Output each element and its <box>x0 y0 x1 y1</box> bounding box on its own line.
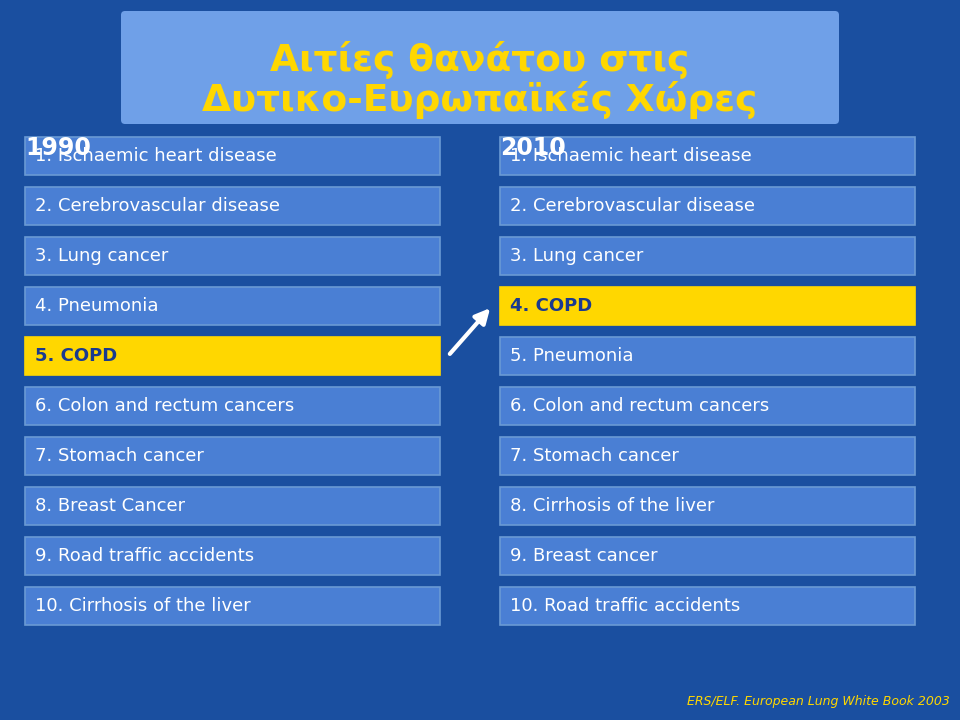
Text: 10. Cirrhosis of the liver: 10. Cirrhosis of the liver <box>35 597 251 615</box>
Text: 2. Cerebrovascular disease: 2. Cerebrovascular disease <box>510 197 755 215</box>
Text: 2010: 2010 <box>500 136 565 160</box>
FancyBboxPatch shape <box>25 587 440 625</box>
FancyBboxPatch shape <box>500 337 915 375</box>
Text: 5. Pneumonia: 5. Pneumonia <box>510 347 634 365</box>
FancyBboxPatch shape <box>500 187 915 225</box>
Text: 2. Cerebrovascular disease: 2. Cerebrovascular disease <box>35 197 280 215</box>
FancyBboxPatch shape <box>25 337 440 375</box>
Text: 9. Road traffic accidents: 9. Road traffic accidents <box>35 547 254 565</box>
Text: ERS/ELF. European Lung White Book 2003: ERS/ELF. European Lung White Book 2003 <box>687 695 950 708</box>
FancyBboxPatch shape <box>500 137 915 175</box>
FancyBboxPatch shape <box>25 487 440 525</box>
FancyBboxPatch shape <box>500 287 915 325</box>
Text: 7. Stomach cancer: 7. Stomach cancer <box>35 447 204 465</box>
FancyBboxPatch shape <box>25 387 440 425</box>
Text: 6. Colon and rectum cancers: 6. Colon and rectum cancers <box>35 397 295 415</box>
Text: 4. COPD: 4. COPD <box>510 297 592 315</box>
FancyBboxPatch shape <box>500 437 915 475</box>
FancyBboxPatch shape <box>25 437 440 475</box>
Text: 4. Pneumonia: 4. Pneumonia <box>35 297 158 315</box>
FancyBboxPatch shape <box>500 237 915 275</box>
FancyBboxPatch shape <box>500 487 915 525</box>
Text: 1. Ischaemic heart disease: 1. Ischaemic heart disease <box>510 147 752 165</box>
FancyBboxPatch shape <box>121 11 839 124</box>
Text: 9. Breast cancer: 9. Breast cancer <box>510 547 658 565</box>
Text: 8. Breast Cancer: 8. Breast Cancer <box>35 497 185 515</box>
Text: Αιτίες θανάτου στις: Αιτίες θανάτου στις <box>271 41 689 79</box>
Text: 10. Road traffic accidents: 10. Road traffic accidents <box>510 597 740 615</box>
Text: 8. Cirrhosis of the liver: 8. Cirrhosis of the liver <box>510 497 714 515</box>
FancyBboxPatch shape <box>25 237 440 275</box>
Text: 1990: 1990 <box>25 136 91 160</box>
Text: 7. Stomach cancer: 7. Stomach cancer <box>510 447 679 465</box>
Text: 3. Lung cancer: 3. Lung cancer <box>510 247 643 265</box>
FancyBboxPatch shape <box>25 537 440 575</box>
FancyBboxPatch shape <box>500 387 915 425</box>
Text: Δυτικο-Ευρωπαϊκές Χώρες: Δυτικο-Ευρωπαϊκές Χώρες <box>203 81 757 119</box>
FancyBboxPatch shape <box>25 287 440 325</box>
Text: 1. Ischaemic heart disease: 1. Ischaemic heart disease <box>35 147 276 165</box>
FancyBboxPatch shape <box>25 187 440 225</box>
Text: 5. COPD: 5. COPD <box>35 347 117 365</box>
FancyBboxPatch shape <box>500 587 915 625</box>
Text: 6. Colon and rectum cancers: 6. Colon and rectum cancers <box>510 397 769 415</box>
FancyBboxPatch shape <box>500 537 915 575</box>
FancyBboxPatch shape <box>25 137 440 175</box>
Text: 3. Lung cancer: 3. Lung cancer <box>35 247 168 265</box>
